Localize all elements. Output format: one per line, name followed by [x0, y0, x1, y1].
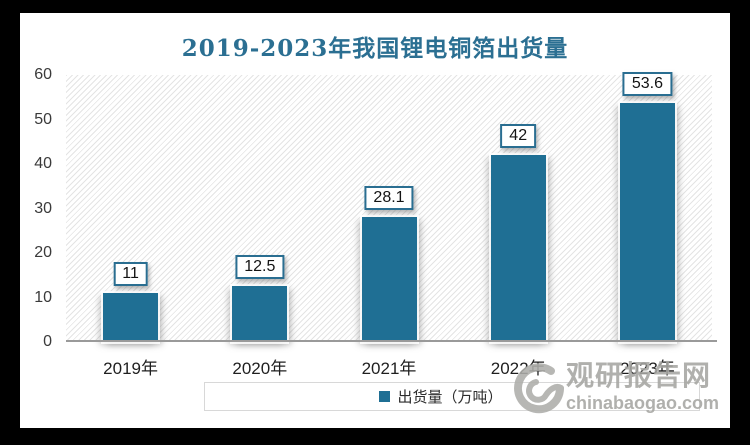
legend-box: 出货量（万吨） — [204, 382, 700, 411]
bar-2019年 — [103, 293, 159, 342]
bar-2022年 — [490, 155, 546, 342]
bar-2020年 — [232, 286, 288, 342]
legend-label: 出货量（万吨） — [397, 389, 503, 406]
y-tick-label: 10 — [34, 288, 52, 306]
chart-title: 2019-2023年我国锂电铜箔出货量 — [181, 35, 569, 62]
y-tick-label: 0 — [43, 333, 52, 350]
x-tick-label: 2020年 — [232, 359, 288, 378]
bar-value-label: 53.6 — [622, 72, 672, 97]
bar-2023年 — [619, 103, 675, 342]
y-tick-label: 40 — [34, 155, 52, 172]
y-tick-label: 60 — [34, 66, 52, 83]
watermark: 观研报告网 chinabaogao.com — [510, 360, 719, 421]
watermark-text: 观研报告网 chinabaogao.com — [566, 360, 719, 413]
bar-value-label: 28.1 — [364, 185, 414, 210]
y-tick-label: 20 — [34, 244, 52, 261]
x-tick-label: 2022年 — [490, 359, 546, 378]
bar-value-label: 42 — [500, 124, 537, 149]
bar-value-label: 11 — [113, 262, 148, 287]
x-tick-label: 2021年 — [361, 359, 417, 378]
bar-2021年 — [361, 216, 417, 342]
watermark-swirl-logo-icon — [510, 360, 564, 421]
x-tick-label: 2023年 — [619, 359, 675, 378]
legend-marker-icon — [379, 391, 391, 402]
watermark-site-name: 观研报告网 — [566, 360, 712, 391]
x-axis-line — [66, 340, 717, 342]
x-tick-label: 2019年 — [103, 359, 159, 378]
bar-value-label: 12.5 — [235, 255, 285, 280]
chart-page: 2019-2023年我国锂电铜箔出货量 0 10 20 30 40 50 60 11 12.5… — [20, 13, 730, 428]
y-tick-label: 30 — [34, 199, 52, 217]
watermark-site-domain: chinabaogao.com — [566, 393, 720, 413]
y-tick-label: 50 — [34, 110, 52, 128]
